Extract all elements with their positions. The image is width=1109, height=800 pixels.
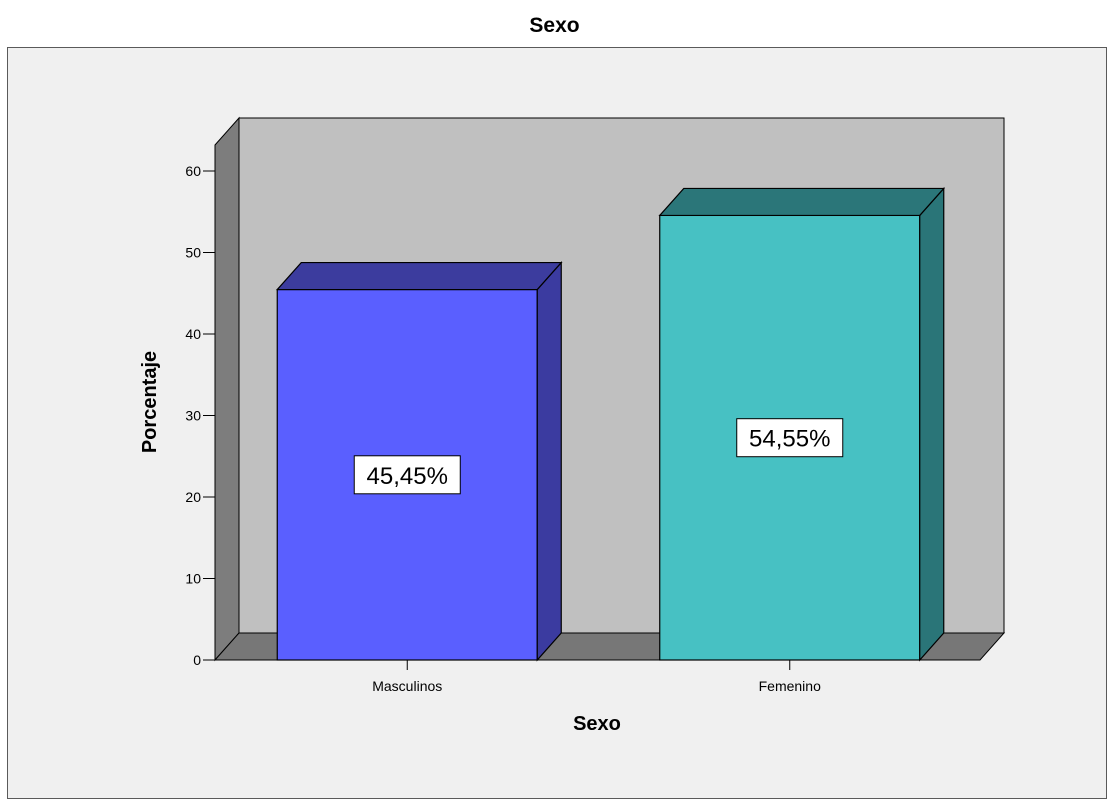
bars	[275, 186, 946, 662]
data-label-box	[353, 455, 461, 495]
y-axis: 0 10 20 30 40 50 60	[185, 145, 216, 668]
y-tick-label: 40	[185, 326, 201, 342]
y-tick-label: 60	[185, 163, 201, 179]
bar-side	[536, 261, 562, 662]
side-wall	[214, 116, 240, 662]
y-tick-label: 0	[193, 652, 201, 668]
y-tick-label: 30	[185, 408, 201, 424]
data-labels: 45,45% 54,55%	[353, 418, 844, 495]
x-tick-label: Femenino	[759, 678, 821, 694]
bar-side	[919, 186, 945, 662]
y-tick-label: 10	[185, 571, 201, 587]
bar-top	[658, 187, 946, 217]
y-axis-title: Porcentaje	[139, 351, 161, 453]
data-label: 54,55%	[749, 426, 830, 453]
chart-title: Sexo	[529, 14, 580, 37]
x-axis-title: Sexo	[573, 713, 621, 735]
y-tick-label: 50	[185, 245, 201, 261]
data-label-box	[736, 418, 844, 458]
y-tick-label: 20	[185, 489, 201, 505]
x-tick-label: Masculinos	[372, 678, 442, 694]
data-label: 45,45%	[367, 463, 448, 490]
x-axis-categories: Masculinos Femenino	[372, 660, 821, 694]
bar-top	[275, 261, 563, 291]
